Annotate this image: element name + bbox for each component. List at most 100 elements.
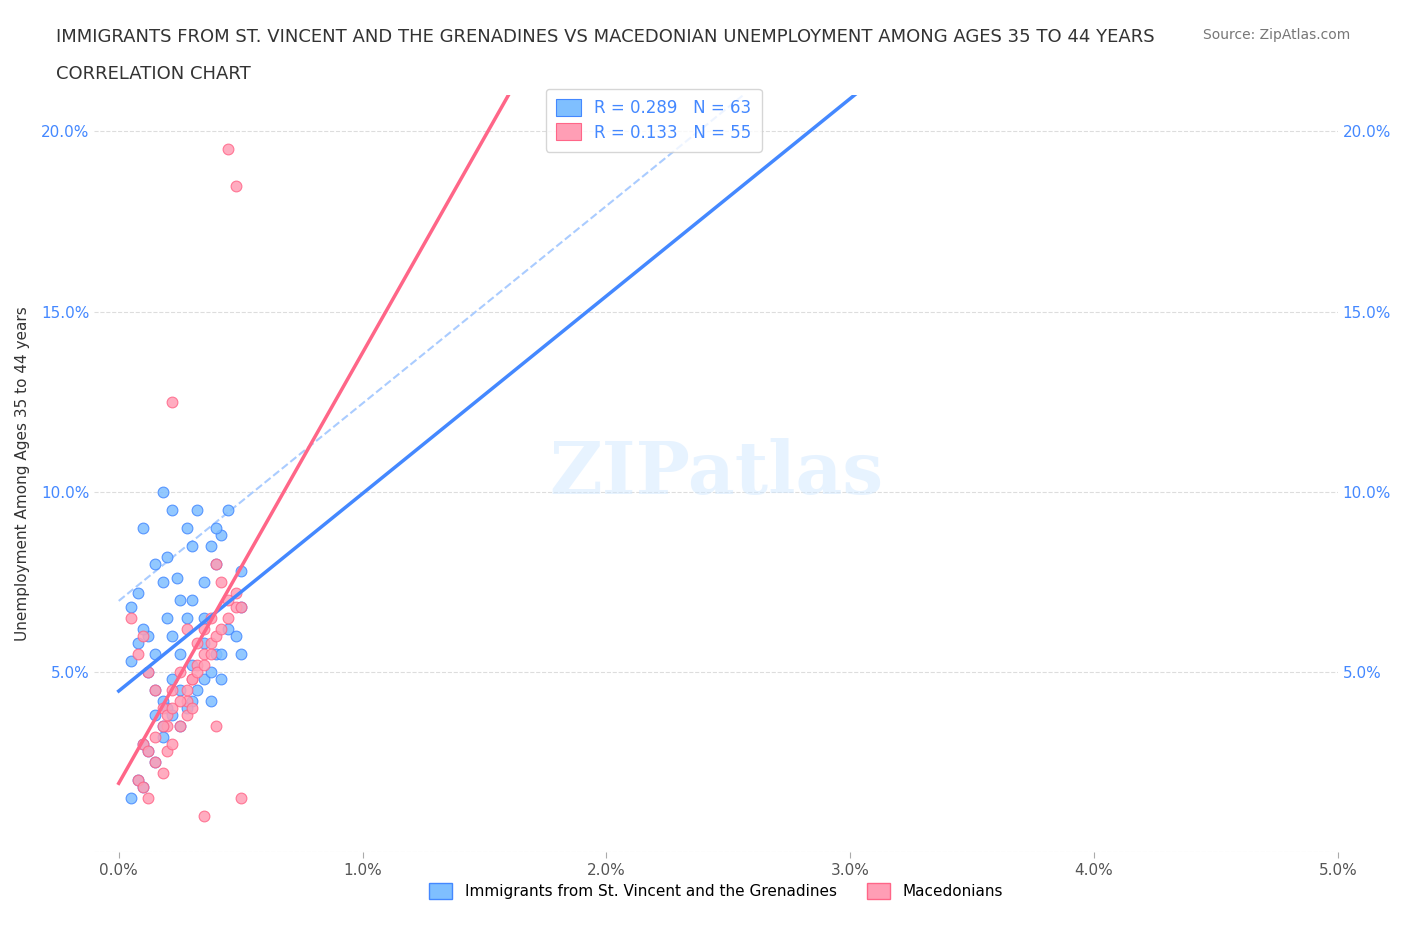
Point — [180, 671, 202, 686]
Point — [169, 719, 191, 734]
Point — [229, 600, 252, 615]
Point — [156, 611, 179, 626]
Text: IMMIGRANTS FROM ST. VINCENT AND THE GRENADINES VS MACEDONIAN UNEMPLOYMENT AMONG : IMMIGRANTS FROM ST. VINCENT AND THE GREN… — [56, 28, 1154, 46]
Point — [127, 773, 149, 788]
Point — [132, 629, 155, 644]
Point — [193, 658, 215, 672]
Point — [152, 765, 174, 780]
Point — [193, 575, 215, 590]
Point — [217, 592, 239, 607]
Point — [127, 585, 149, 600]
Text: Source: ZipAtlas.com: Source: ZipAtlas.com — [1202, 28, 1350, 42]
Point — [143, 708, 166, 723]
Point — [136, 665, 159, 680]
Point — [186, 683, 208, 698]
Point — [156, 708, 179, 723]
Point — [169, 683, 191, 698]
Point — [127, 636, 149, 651]
Point — [205, 629, 228, 644]
Point — [132, 737, 155, 751]
Point — [209, 621, 232, 636]
Point — [193, 621, 215, 636]
Point — [186, 665, 208, 680]
Point — [205, 556, 228, 571]
Point — [176, 621, 198, 636]
Legend: R = 0.289   N = 63, R = 0.133   N = 55: R = 0.289 N = 63, R = 0.133 N = 55 — [546, 88, 762, 152]
Point — [186, 502, 208, 517]
Point — [143, 683, 166, 698]
Point — [176, 521, 198, 536]
Point — [217, 142, 239, 157]
Y-axis label: Unemployment Among Ages 35 to 44 years: Unemployment Among Ages 35 to 44 years — [15, 307, 30, 642]
Text: ZIPatlas: ZIPatlas — [548, 438, 883, 510]
Point — [205, 556, 228, 571]
Point — [200, 665, 222, 680]
Point — [143, 683, 166, 698]
Point — [169, 665, 191, 680]
Point — [169, 592, 191, 607]
Point — [132, 621, 155, 636]
Point — [143, 556, 166, 571]
Point — [136, 665, 159, 680]
Point — [176, 683, 198, 698]
Point — [152, 694, 174, 709]
Point — [209, 527, 232, 542]
Point — [217, 621, 239, 636]
Point — [225, 629, 247, 644]
Point — [143, 730, 166, 745]
Point — [132, 521, 155, 536]
Point — [156, 719, 179, 734]
Point — [186, 636, 208, 651]
Point — [176, 611, 198, 626]
Point — [156, 550, 179, 565]
Point — [143, 755, 166, 770]
Point — [180, 694, 202, 709]
Point — [229, 564, 252, 578]
Point — [132, 780, 155, 795]
Point — [162, 708, 184, 723]
Point — [180, 538, 202, 553]
Point — [132, 780, 155, 795]
Point — [136, 790, 159, 805]
Point — [136, 744, 159, 759]
Point — [229, 646, 252, 661]
Point — [152, 730, 174, 745]
Point — [152, 719, 174, 734]
Point — [229, 600, 252, 615]
Point — [209, 671, 232, 686]
Point — [120, 790, 142, 805]
Point — [209, 646, 232, 661]
Point — [127, 773, 149, 788]
Point — [156, 744, 179, 759]
Point — [162, 683, 184, 698]
Point — [152, 485, 174, 499]
Point — [162, 671, 184, 686]
Point — [217, 502, 239, 517]
Point — [209, 575, 232, 590]
Point — [166, 571, 188, 586]
Point — [225, 178, 247, 193]
Point — [225, 585, 247, 600]
Point — [169, 694, 191, 709]
Point — [162, 394, 184, 409]
Point — [200, 611, 222, 626]
Point — [152, 700, 174, 715]
Point — [225, 600, 247, 615]
Point — [200, 694, 222, 709]
Point — [205, 719, 228, 734]
Point — [200, 646, 222, 661]
Point — [193, 646, 215, 661]
Point — [162, 700, 184, 715]
Point — [186, 658, 208, 672]
Point — [193, 636, 215, 651]
Point — [143, 755, 166, 770]
Point — [162, 737, 184, 751]
Point — [162, 629, 184, 644]
Point — [205, 646, 228, 661]
Point — [193, 809, 215, 824]
Point — [156, 700, 179, 715]
Point — [205, 521, 228, 536]
Point — [180, 700, 202, 715]
Point — [169, 646, 191, 661]
Point — [120, 600, 142, 615]
